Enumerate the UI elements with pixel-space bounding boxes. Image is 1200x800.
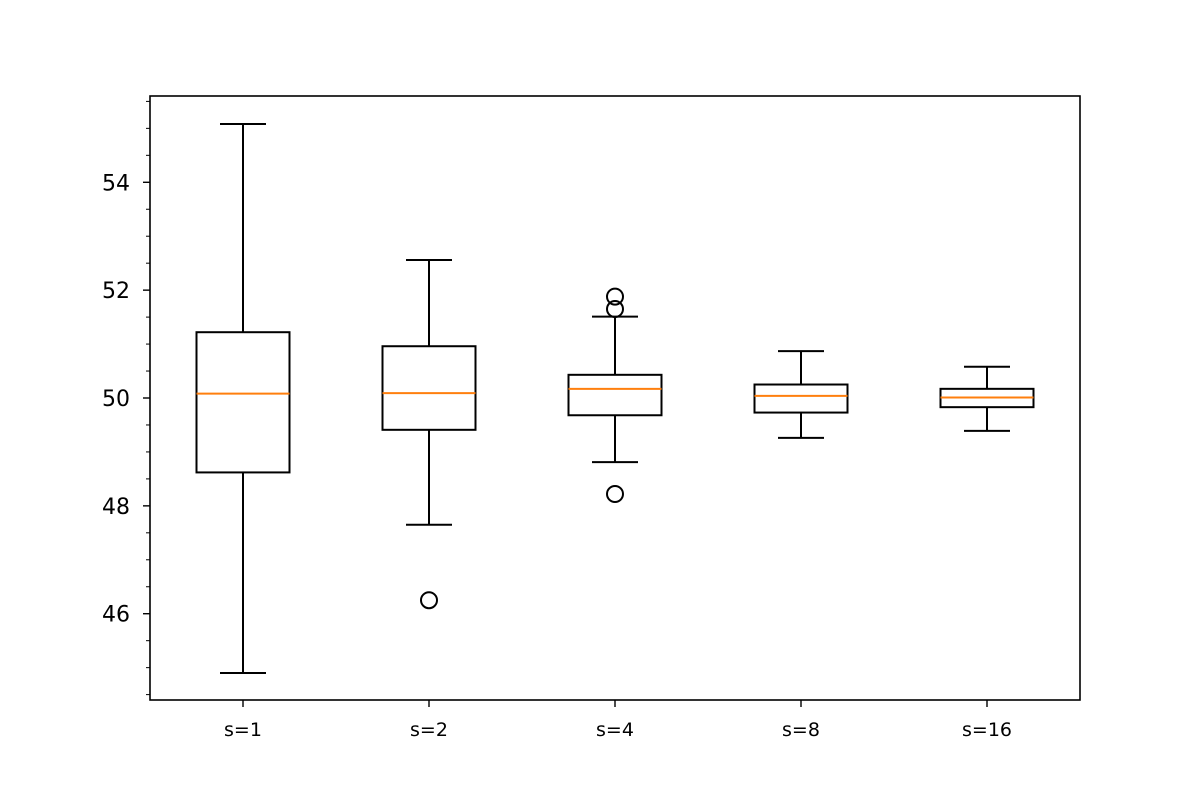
- y-tick-label: 50: [102, 387, 130, 412]
- y-tick-label: 48: [102, 495, 130, 520]
- iqr-box: [381, 345, 477, 431]
- y-tick-label: 52: [102, 279, 130, 304]
- iqr-box: [195, 331, 291, 474]
- box-group-s-8: [753, 350, 849, 439]
- outlier-point: [420, 591, 438, 610]
- x-tick-label: s=1: [224, 719, 262, 741]
- plot-marks: [195, 123, 1035, 675]
- x-tick-label: s=16: [962, 719, 1012, 741]
- box-group-s-1: [195, 123, 291, 675]
- box-group-s-2: [381, 258, 477, 610]
- outlier-point: [606, 300, 624, 319]
- x-tick-label: s=8: [782, 719, 820, 741]
- box-group-s-16: [939, 365, 1035, 432]
- x-tick-label: s=4: [596, 719, 634, 741]
- y-tick-label: 54: [102, 171, 130, 196]
- x-tick-label: s=2: [410, 719, 448, 741]
- axes: 46 48 50 52 54 s=1 s=2 s=4 s=8 s=16: [102, 95, 1081, 741]
- iqr-box: [567, 373, 663, 417]
- box-group-s-4: [567, 287, 663, 503]
- y-tick-label: 46: [102, 603, 130, 628]
- outlier-point: [606, 287, 624, 306]
- iqr-box: [753, 383, 849, 414]
- outlier-point: [606, 484, 624, 503]
